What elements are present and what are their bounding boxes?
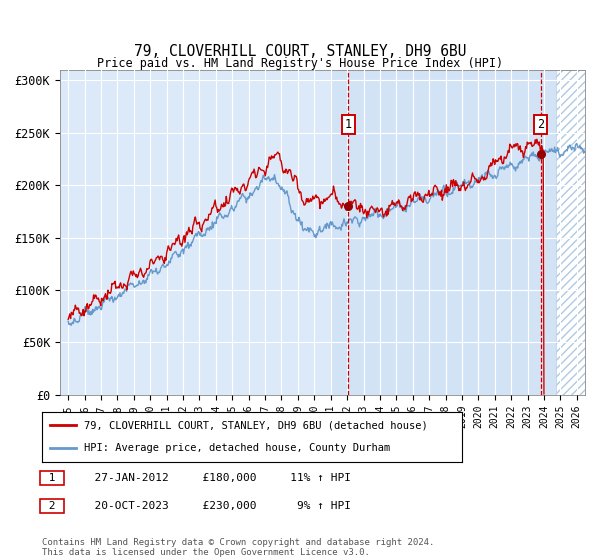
Text: Price paid vs. HM Land Registry's House Price Index (HPI): Price paid vs. HM Land Registry's House … [97, 57, 503, 70]
Text: 79, CLOVERHILL COURT, STANLEY, DH9 6BU (detached house): 79, CLOVERHILL COURT, STANLEY, DH9 6BU (… [84, 420, 428, 430]
Text: 2: 2 [42, 501, 62, 511]
Text: 1: 1 [345, 118, 352, 131]
Text: Contains HM Land Registry data © Crown copyright and database right 2024.
This d: Contains HM Land Registry data © Crown c… [42, 538, 434, 557]
Bar [331, 70, 556, 395]
Text: 79, CLOVERHILL COURT, STANLEY, DH9 6BU: 79, CLOVERHILL COURT, STANLEY, DH9 6BU [134, 44, 466, 59]
Text: HPI: Average price, detached house, County Durham: HPI: Average price, detached house, Coun… [84, 444, 390, 454]
Text: 20-OCT-2023     £230,000      9% ↑ HPI: 20-OCT-2023 £230,000 9% ↑ HPI [81, 501, 351, 511]
Text: 27-JAN-2012     £180,000     11% ↑ HPI: 27-JAN-2012 £180,000 11% ↑ HPI [81, 473, 351, 483]
Text: 1: 1 [42, 473, 62, 483]
Text: 2: 2 [537, 118, 544, 131]
